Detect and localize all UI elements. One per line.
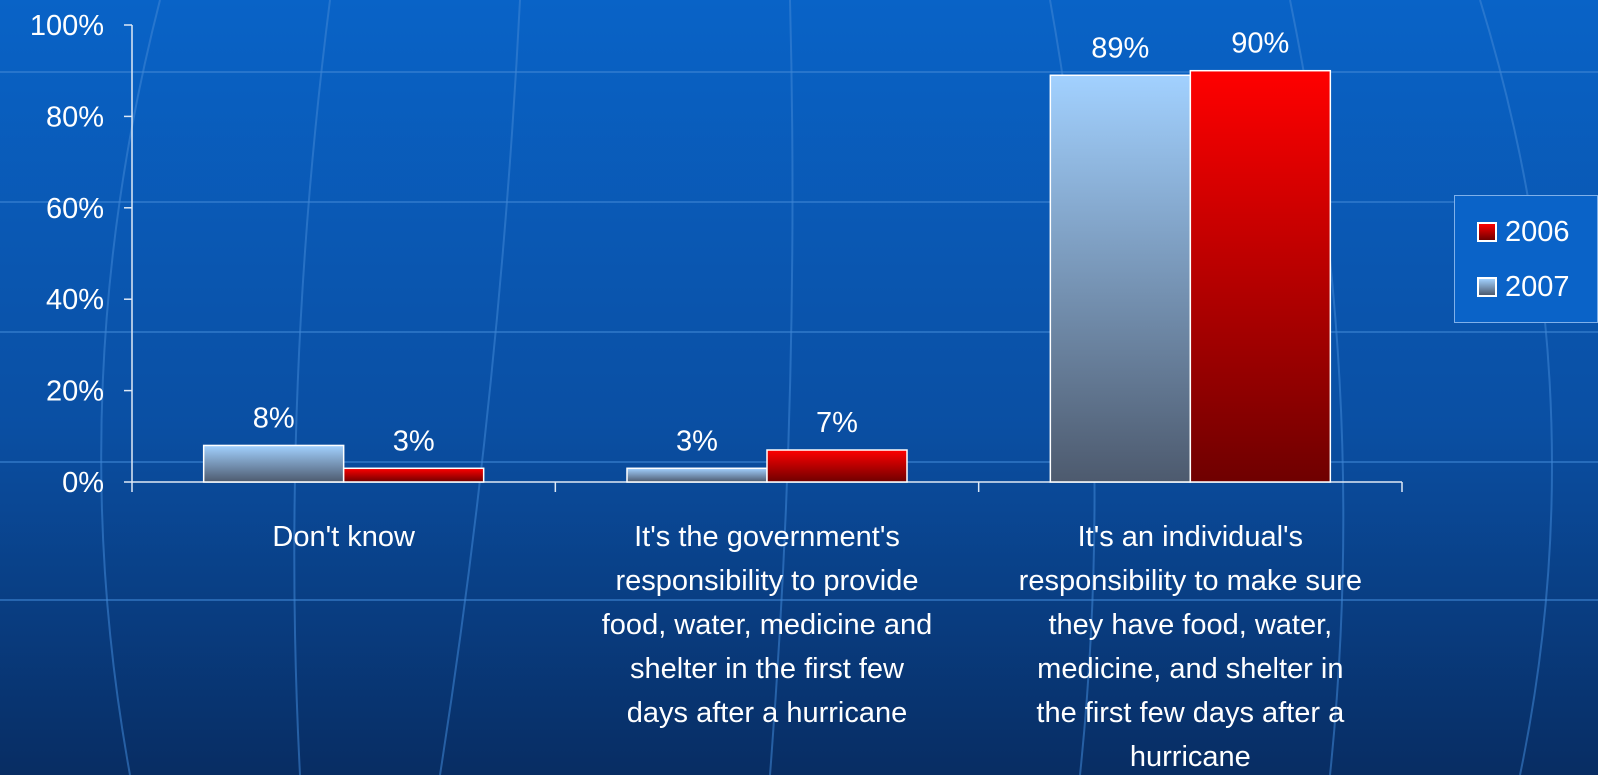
data-label-2006-0: 3% <box>393 425 435 457</box>
legend-item-2006: 2006 <box>1477 214 1570 250</box>
legend-swatch-2006 <box>1477 222 1497 242</box>
data-label-2007-2: 89% <box>1091 32 1149 64</box>
chart-legend: 2006 2007 <box>1454 195 1598 323</box>
y-tick-label: 60% <box>46 193 104 225</box>
data-label-2006-1: 7% <box>816 407 858 439</box>
y-tick-label: 0% <box>62 467 104 499</box>
bar-2007-0 <box>202 444 345 483</box>
legend-label-2007: 2007 <box>1505 270 1570 303</box>
data-label-2006-2: 90% <box>1231 28 1289 60</box>
legend-item-2007: 2007 <box>1477 269 1570 305</box>
legend-label-2006: 2006 <box>1505 215 1570 248</box>
y-tick-label: 80% <box>46 101 104 133</box>
x-category-label: Don't know <box>272 521 415 553</box>
bar-2006-0 <box>342 467 485 483</box>
y-tick-label: 100% <box>30 10 104 42</box>
bar-2007-1 <box>626 467 768 483</box>
data-label-2007-0: 8% <box>253 402 295 434</box>
bar-2006-2 <box>1189 69 1332 483</box>
x-category-label: It's an individual's responsibility to m… <box>1018 521 1362 773</box>
y-tick-label: 40% <box>46 284 104 316</box>
x-category-label: It's the government's responsibility to … <box>601 521 933 729</box>
y-tick-label: 20% <box>46 376 104 408</box>
data-label-2007-1: 3% <box>676 425 718 457</box>
bar-2006-1 <box>766 449 908 483</box>
bar-2007-2 <box>1049 74 1192 483</box>
legend-swatch-2007 <box>1477 277 1497 297</box>
